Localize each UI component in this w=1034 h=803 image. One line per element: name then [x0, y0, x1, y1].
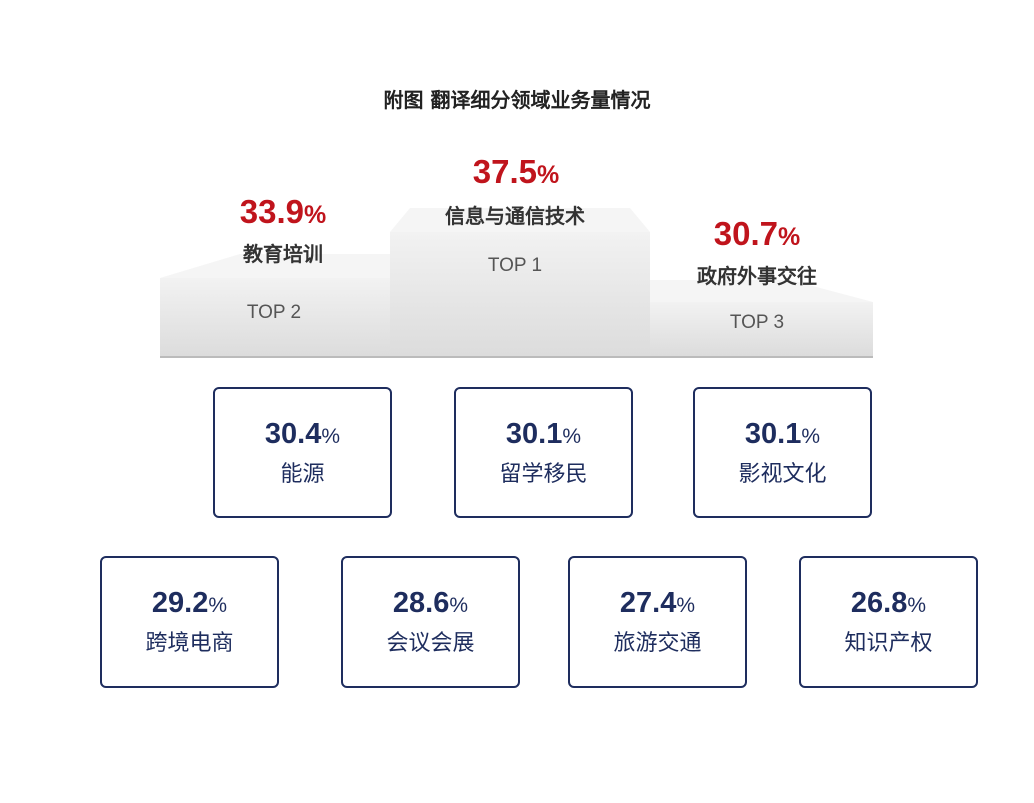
- card-value: 29.2%: [102, 586, 277, 623]
- podium-step-top1: [390, 232, 650, 356]
- card-value-unit: %: [801, 425, 821, 448]
- card-value-number: 28.6: [392, 587, 450, 619]
- top3-value-number: 30.7: [713, 215, 778, 252]
- card-value-unit: %: [208, 594, 228, 617]
- card-tourism-transport: 27.4% 旅游交通: [568, 556, 747, 688]
- card-value-number: 30.4: [264, 418, 322, 450]
- chart-title: 附图 翻译细分领域业务量情况: [383, 88, 651, 112]
- top1-value: 37.5%: [436, 153, 596, 191]
- card-value: 30.1%: [456, 417, 631, 454]
- card-value-number: 30.1: [505, 418, 563, 450]
- podium: [160, 208, 873, 358]
- card-value: 30.1%: [695, 417, 870, 454]
- card-value-unit: %: [676, 594, 696, 617]
- card-label: 留学移民: [499, 462, 588, 487]
- card-label: 跨境电商: [145, 631, 234, 656]
- top2-value-number: 33.9: [239, 193, 304, 230]
- podium-step-top2: [160, 278, 390, 356]
- top3-category: 政府外事交往: [697, 264, 817, 288]
- podium-step-top2-surface: [160, 254, 390, 278]
- card-value: 26.8%: [801, 586, 976, 623]
- podium-step-top1-surface: [390, 208, 650, 232]
- top3-rank: TOP 3: [729, 312, 785, 333]
- top3-value-unit: %: [778, 223, 801, 251]
- podium-step-top3-surface: [650, 280, 873, 302]
- card-film-culture: 30.1% 影视文化: [693, 387, 872, 518]
- top1-value-number: 37.5: [472, 153, 537, 190]
- top3-value: 30.7%: [677, 215, 837, 253]
- card-label: 旅游交通: [613, 631, 702, 656]
- top1-value-unit: %: [537, 161, 560, 189]
- card-value-number: 30.1: [744, 418, 802, 450]
- card-label: 影视文化: [738, 462, 827, 487]
- card-label: 知识产权: [844, 631, 933, 656]
- top2-value: 33.9%: [203, 193, 363, 231]
- card-label: 会议会展: [386, 631, 475, 656]
- card-value-number: 26.8: [850, 587, 908, 619]
- card-value-unit: %: [321, 425, 341, 448]
- top2-rank: TOP 2: [246, 302, 302, 323]
- card-value-unit: %: [449, 594, 469, 617]
- card-value: 30.4%: [215, 417, 390, 454]
- card-conferences: 28.6% 会议会展: [341, 556, 520, 688]
- card-value-unit: %: [562, 425, 582, 448]
- card-cross-border-ecommerce: 29.2% 跨境电商: [100, 556, 279, 688]
- card-energy: 30.4% 能源: [213, 387, 392, 518]
- top2-value-unit: %: [304, 201, 327, 229]
- card-value-unit: %: [907, 594, 927, 617]
- card-value: 27.4%: [570, 586, 745, 623]
- card-intellectual-property: 26.8% 知识产权: [799, 556, 978, 688]
- card-value: 28.6%: [343, 586, 518, 623]
- card-value-number: 29.2: [151, 587, 209, 619]
- podium-step-top3: [650, 302, 873, 356]
- top1-category: 信息与通信技术: [445, 204, 585, 228]
- card-study-abroad: 30.1% 留学移民: [454, 387, 633, 518]
- card-label: 能源: [280, 462, 325, 487]
- card-value-number: 27.4: [619, 587, 677, 619]
- top1-rank: TOP 1: [487, 255, 543, 276]
- top2-category: 教育培训: [243, 242, 323, 266]
